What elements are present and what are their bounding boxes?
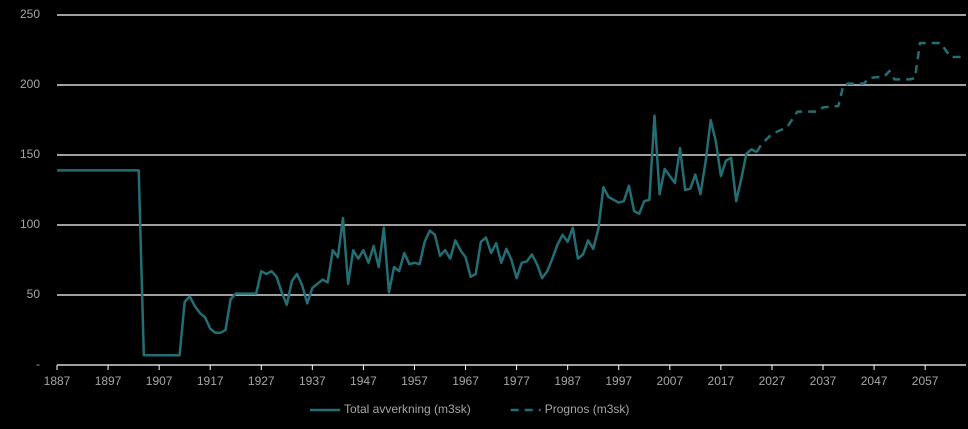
x-tick-label: 2027	[759, 374, 786, 388]
x-tick-label: 2007	[656, 374, 683, 388]
y-tick-label: 100	[20, 217, 40, 231]
x-tick-label: 1957	[401, 374, 428, 388]
x-tick-label: 2037	[810, 374, 837, 388]
x-tick-label: 1977	[503, 374, 530, 388]
x-tick-label: 1967	[452, 374, 479, 388]
x-tick-label: 1947	[350, 374, 377, 388]
series-line	[755, 41, 966, 153]
x-tick-label: 1917	[197, 374, 224, 388]
y-tick-label: 200	[20, 77, 40, 91]
y-tick-label: -	[36, 357, 40, 371]
x-tick-label: 1897	[95, 374, 122, 388]
x-tick-label: 1907	[146, 374, 173, 388]
y-tick-label: 250	[20, 7, 40, 21]
x-tick-label: 2017	[708, 374, 735, 388]
x-tick-label: 1987	[554, 374, 581, 388]
x-tick-label: 2047	[861, 374, 888, 388]
x-tick-label: 1937	[299, 374, 326, 388]
legend-label: Prognos (m3sk)	[545, 402, 630, 416]
x-tick-label: 1927	[248, 374, 275, 388]
x-tick-label: 1997	[605, 374, 632, 388]
x-tick-label: 1887	[44, 374, 71, 388]
x-tick-label: 2057	[912, 374, 939, 388]
legend-label: Total avverkning (m3sk)	[344, 402, 471, 416]
y-tick-label: 150	[20, 147, 40, 161]
y-tick-label: 50	[27, 287, 41, 301]
series-line	[57, 114, 758, 357]
